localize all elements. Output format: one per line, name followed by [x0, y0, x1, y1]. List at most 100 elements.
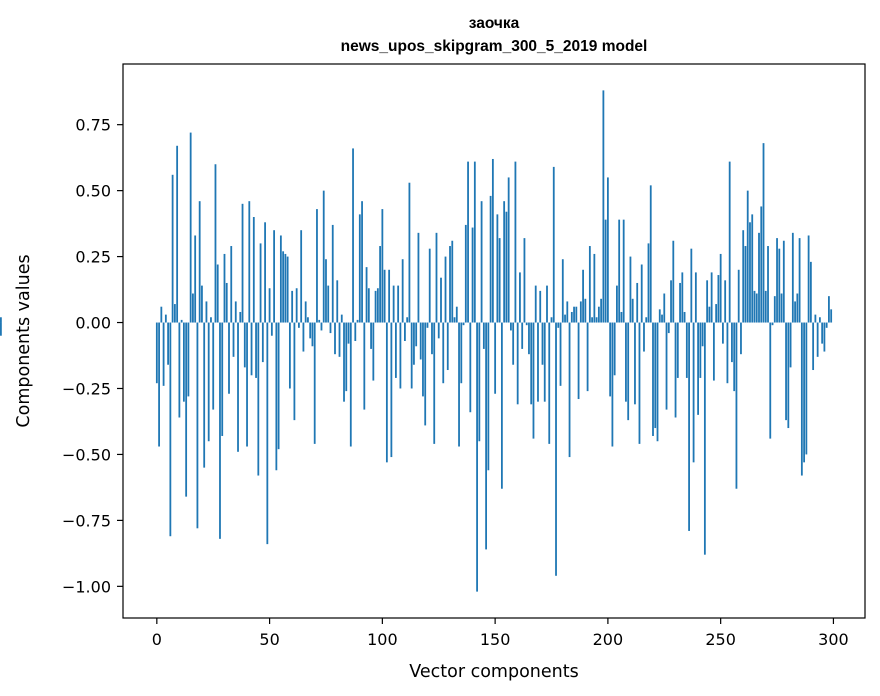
- bar: [566, 301, 569, 323]
- bar: [381, 209, 384, 323]
- bar: [586, 322, 589, 392]
- bar: [316, 209, 318, 323]
- y-tick-label: −0.75: [62, 511, 111, 530]
- bar: [167, 322, 169, 365]
- bar: [645, 317, 648, 323]
- bar: [665, 322, 668, 410]
- y-tick-label: −0.50: [62, 445, 111, 464]
- y-tick-label: 0.25: [75, 248, 111, 267]
- bar: [279, 235, 282, 323]
- bar: [194, 235, 197, 323]
- bar: [295, 288, 298, 323]
- bar: [437, 322, 440, 339]
- bar: [372, 322, 375, 381]
- bar: [712, 322, 715, 381]
- bar: [505, 211, 508, 323]
- bar: [715, 304, 718, 323]
- bar: [758, 232, 760, 323]
- x-tick-label: 50: [259, 630, 279, 649]
- bar: [230, 246, 233, 323]
- bar: [609, 322, 612, 397]
- bar: [327, 285, 330, 323]
- bar: [749, 222, 751, 323]
- bar: [643, 322, 645, 352]
- bar: [243, 322, 246, 368]
- bar: [187, 322, 190, 397]
- bar: [264, 222, 266, 323]
- bar: [203, 322, 206, 468]
- bar: [742, 230, 745, 323]
- bar: [683, 311, 686, 323]
- bar: [776, 238, 778, 323]
- bar: [431, 322, 433, 355]
- bar: [611, 322, 614, 447]
- bar: [176, 145, 179, 323]
- bar: [769, 322, 772, 439]
- bar: [221, 322, 224, 436]
- bar: [392, 285, 395, 323]
- bar: [625, 322, 627, 402]
- bar: [564, 314, 566, 323]
- bar: [259, 243, 262, 323]
- bar: [442, 322, 445, 384]
- bar: [512, 322, 515, 365]
- bar: [320, 322, 323, 331]
- x-axis-label: Vector components: [409, 662, 578, 682]
- bar: [446, 322, 449, 371]
- bar: [207, 322, 210, 442]
- x-tick-label: 100: [367, 630, 398, 649]
- bar: [809, 261, 812, 323]
- bar: [647, 243, 650, 323]
- bar: [764, 290, 767, 323]
- bar: [298, 322, 300, 328]
- bar: [710, 272, 713, 323]
- bar: [408, 182, 411, 323]
- bar: [489, 195, 492, 323]
- bar: [173, 304, 176, 323]
- bar: [577, 322, 580, 400]
- bar: [178, 322, 181, 418]
- bar: [365, 267, 368, 323]
- bar: [528, 322, 530, 355]
- x-tick-label: 150: [480, 630, 511, 649]
- bar: [728, 161, 731, 323]
- bar: [494, 322, 497, 394]
- bar: [597, 306, 600, 323]
- bar-series: [0, 90, 833, 592]
- bar: [331, 224, 334, 323]
- bar: [273, 230, 275, 323]
- bar: [234, 301, 237, 323]
- bar: [0, 317, 2, 323]
- bar: [356, 319, 359, 323]
- bar: [552, 166, 555, 323]
- bar: [313, 322, 316, 444]
- bar: [404, 322, 406, 341]
- bar: [548, 322, 551, 444]
- bar: [807, 235, 810, 323]
- bar: [521, 322, 524, 349]
- bar: [198, 201, 201, 323]
- bar: [579, 301, 582, 323]
- bar: [613, 322, 616, 376]
- bar: [744, 246, 747, 323]
- bar: [182, 322, 185, 402]
- bar: [155, 322, 158, 384]
- bar: [789, 322, 792, 368]
- bar: [656, 322, 659, 442]
- y-tick-label: 0.00: [75, 314, 111, 333]
- bar: [694, 272, 697, 323]
- bar: [627, 322, 630, 421]
- bar: [473, 161, 476, 323]
- bar: [422, 322, 424, 397]
- bar: [699, 322, 702, 378]
- bar: [593, 253, 596, 323]
- bar: [476, 322, 478, 592]
- bar: [537, 322, 539, 402]
- bar: [782, 240, 785, 323]
- bar: [546, 285, 548, 323]
- bar: [498, 238, 501, 323]
- bar: [358, 214, 361, 323]
- bar: [746, 190, 749, 323]
- bar: [507, 177, 510, 323]
- chart-title-line-1: заочка: [469, 15, 520, 32]
